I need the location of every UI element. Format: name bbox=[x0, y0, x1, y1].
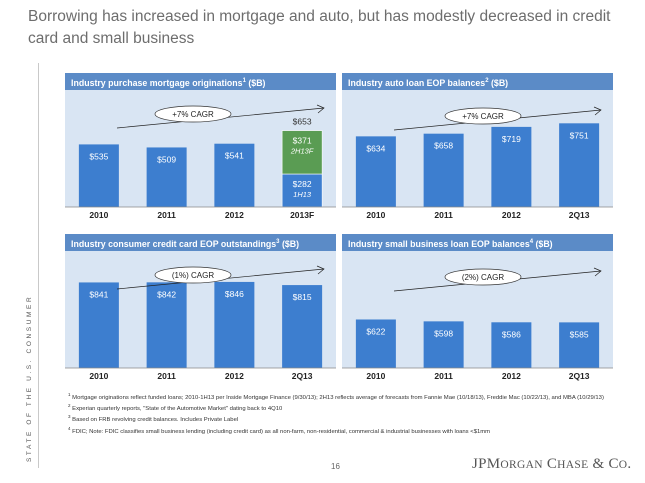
category-label: 2011 bbox=[434, 371, 453, 381]
category-label: 2013F bbox=[290, 210, 314, 220]
category-label: 2Q13 bbox=[569, 210, 590, 220]
chart-panel-mortgage: Industry purchase mortgage originations1… bbox=[65, 73, 336, 223]
cagr-label: (1%) CAGR bbox=[172, 271, 214, 280]
data-label: $658 bbox=[434, 141, 453, 151]
bar bbox=[214, 143, 255, 207]
data-label: $634 bbox=[366, 143, 385, 153]
data-label: $585 bbox=[570, 329, 589, 339]
data-label: $841 bbox=[89, 289, 108, 299]
data-label: $846 bbox=[225, 289, 244, 299]
bar bbox=[559, 123, 600, 207]
footnotes: 1 Mortgage originations reflect funded l… bbox=[68, 391, 628, 436]
bar bbox=[423, 321, 464, 368]
cagr-oval bbox=[154, 266, 232, 284]
category-label: 2010 bbox=[89, 371, 108, 381]
cagr-oval bbox=[154, 105, 232, 123]
chart-title: Industry purchase mortgage originations1… bbox=[65, 73, 336, 90]
bar-segment bbox=[281, 173, 323, 208]
data-label: $622 bbox=[366, 326, 385, 336]
category-label: 2012 bbox=[502, 371, 521, 381]
cagr-arrowhead bbox=[593, 267, 602, 277]
total-label: $653 bbox=[293, 117, 312, 127]
category-label: 2Q13 bbox=[569, 371, 590, 381]
category-label: 2010 bbox=[366, 371, 385, 381]
company-logo: JPMORGAN CHASE & CO. bbox=[472, 456, 632, 472]
bar bbox=[146, 282, 187, 368]
category-label: 2011 bbox=[157, 371, 176, 381]
data-label: $719 bbox=[502, 134, 521, 144]
bar bbox=[214, 281, 255, 368]
data-label: $535 bbox=[89, 151, 108, 161]
bar bbox=[146, 147, 187, 207]
chart-plot: $634 2010 $658 2011 $719 2012 $751 2Q13 +7% CAGR bbox=[342, 90, 613, 220]
bar bbox=[78, 282, 119, 368]
category-label: 2012 bbox=[225, 371, 244, 381]
bar bbox=[491, 322, 532, 368]
data-label: $842 bbox=[157, 289, 176, 299]
category-label: 2010 bbox=[89, 210, 108, 220]
segment-label: 2H13F bbox=[290, 147, 314, 156]
chart-title: Industry consumer credit card EOP outsta… bbox=[65, 234, 336, 251]
footnote: 1 Mortgage originations reflect funded l… bbox=[68, 392, 604, 401]
cagr-label: +7% CAGR bbox=[172, 110, 214, 119]
cagr-label: (2%) CAGR bbox=[462, 273, 504, 282]
chart-plot: $622 2010 $598 2011 $586 2012 $585 2Q13 (2%) CAG… bbox=[342, 251, 613, 381]
cagr-label: +7% CAGR bbox=[462, 112, 504, 121]
category-label: 2011 bbox=[157, 210, 176, 220]
data-label: $509 bbox=[157, 154, 176, 164]
bar-segment bbox=[281, 130, 323, 175]
footnote: 3 Based on FRB revolving credit balances… bbox=[68, 414, 239, 424]
category-label: 2012 bbox=[502, 210, 521, 220]
footnote: 2 Experian quarterly reports, "State of … bbox=[68, 403, 283, 413]
chart-panel-small-business: Industry small business loan EOP balance… bbox=[342, 234, 613, 384]
cagr-oval bbox=[444, 268, 522, 286]
bar bbox=[423, 133, 464, 207]
chart-plot: $841 2010 $842 2011 $846 2012 $815 2Q13 (1%) CAG… bbox=[65, 251, 336, 381]
data-label: $751 bbox=[570, 130, 589, 140]
page-title: Borrowing has increased in mortgage and … bbox=[28, 8, 611, 47]
cagr-arrowhead bbox=[316, 104, 325, 114]
bar bbox=[78, 144, 119, 207]
footnote: 4 FDIC; Note: FDIC classifies small busi… bbox=[68, 425, 491, 435]
chart-title: Industry auto loan EOP balances2 ($B) bbox=[342, 73, 613, 90]
chart-title: Industry small business loan EOP balance… bbox=[342, 234, 613, 251]
cagr-arrowhead bbox=[316, 265, 325, 275]
data-label: $586 bbox=[502, 329, 521, 339]
data-label: $541 bbox=[225, 151, 244, 161]
data-label: $282 bbox=[293, 179, 312, 189]
category-label: 2010 bbox=[366, 210, 385, 220]
category-label: 2Q13 bbox=[292, 371, 313, 381]
data-label: $371 bbox=[293, 136, 312, 146]
page-number: 16 bbox=[331, 462, 340, 471]
cagr-oval bbox=[444, 107, 522, 125]
segment-label: 1H13 bbox=[293, 190, 312, 199]
bar bbox=[559, 322, 600, 368]
data-label: $598 bbox=[434, 328, 453, 338]
cagr-arrowhead bbox=[593, 106, 602, 116]
bar bbox=[355, 136, 396, 207]
side-label: STATE OF THE U.S. CONSUMER bbox=[26, 294, 33, 462]
chart-panel-auto: Industry auto loan EOP balances2 ($B) $6… bbox=[342, 73, 613, 223]
vertical-divider bbox=[38, 63, 39, 468]
bar bbox=[282, 285, 323, 368]
category-label: 2011 bbox=[434, 210, 453, 220]
category-label: 2012 bbox=[225, 210, 244, 220]
chart-panel-credit-card: Industry consumer credit card EOP outsta… bbox=[65, 234, 336, 384]
data-label: $815 bbox=[293, 292, 312, 302]
bar bbox=[491, 126, 532, 207]
bar bbox=[355, 319, 396, 368]
